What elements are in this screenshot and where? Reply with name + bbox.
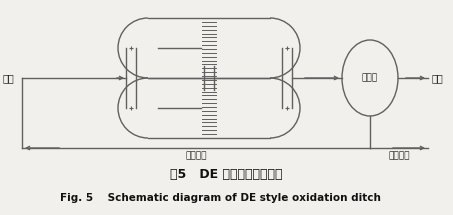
Text: 进水: 进水 [3, 73, 15, 83]
Text: 出水: 出水 [432, 73, 444, 83]
Text: 回流污泥: 回流污泥 [185, 151, 207, 160]
Text: 剩余污泥: 剩余污泥 [388, 151, 410, 160]
Text: 图5   DE 型氧化沟工作示意: 图5 DE 型氧化沟工作示意 [170, 169, 282, 181]
Text: Fig. 5    Schematic diagram of DE style oxidation ditch: Fig. 5 Schematic diagram of DE style oxi… [59, 193, 381, 203]
Text: 二沉池: 二沉池 [362, 74, 378, 83]
